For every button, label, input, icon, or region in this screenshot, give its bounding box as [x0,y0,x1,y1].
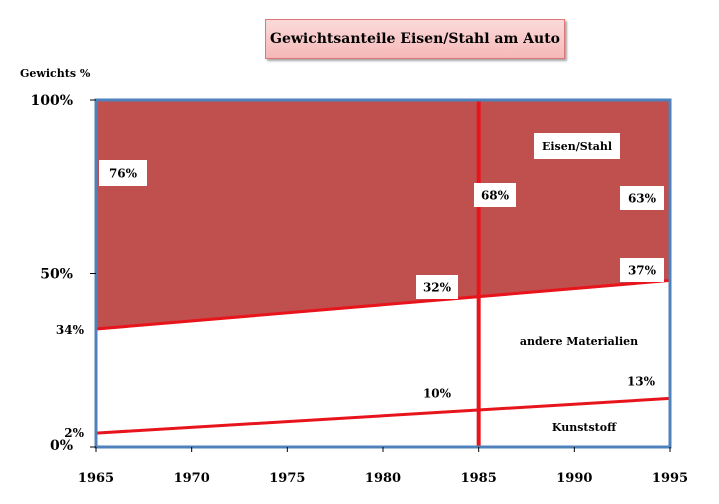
annotation-label-bg [474,183,516,207]
annotation-label: 37% [628,263,657,277]
annotation-label: 10% [423,386,452,400]
steel-boundary-line [95,278,671,331]
x-tick-label: 1970 [174,471,210,486]
annotation-label: 32% [423,280,452,294]
x-tick-label: 1980 [365,471,401,486]
x-tick-label: 1975 [269,471,305,486]
region-label-eisen-stahl: Eisen/Stahl [542,140,612,153]
chart-title: Gewichtsanteile Eisen/Stahl am Auto [265,19,565,59]
annotation-label-bg [99,160,147,186]
annotation-label-bg [620,258,664,282]
x-tick-label: 1985 [461,471,497,486]
annotation-label: 63% [628,191,657,205]
annotation-label-bg [416,383,458,403]
x-tick-label: 1990 [556,471,592,486]
annotation-label: 13% [627,374,656,388]
region-label-kunststoff: Kunststoff [552,421,617,434]
y-tick-label: 50% [40,267,73,283]
annotation-label-bg [620,186,664,210]
y-tick-label: 0% [50,438,73,454]
x-tick-label: 1965 [78,471,114,486]
steel-area [96,100,670,330]
y-tick-label: 34% [56,323,85,337]
y-tick-label: 2% [64,426,84,440]
region-label-andere-materialien: andere Materialien [520,335,638,348]
y-tick-label: 100% [30,93,73,109]
annotation-label-bg [416,275,458,299]
region-label-eisen-stahl-bg [534,133,620,159]
y-axis-label: Gewichts % [20,67,91,80]
annotation-label: 76% [109,166,138,180]
x-tick-label: 1995 [652,471,688,486]
annotation-label-bg [620,371,662,391]
annotation-label: 68% [481,188,510,202]
plastic-boundary-line [95,396,671,435]
